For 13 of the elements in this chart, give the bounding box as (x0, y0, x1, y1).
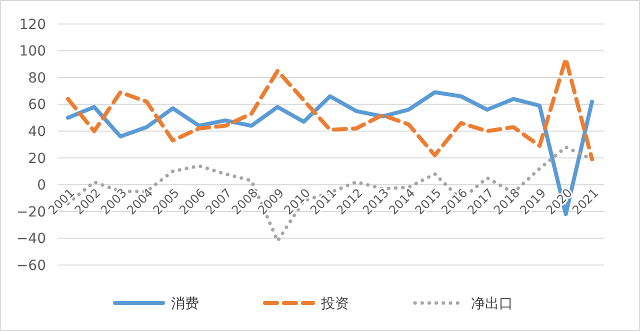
y-tick-label: 20 (28, 150, 46, 167)
y-tick-label: −60 (16, 258, 46, 274)
y-tick-label: −40 (16, 231, 46, 248)
y-tick-label: 60 (28, 97, 46, 114)
y-tick-label: 120 (19, 16, 46, 33)
legend-label: 投资 (320, 296, 349, 312)
y-tick-label: 0 (37, 178, 46, 194)
y-tick-label: 100 (19, 44, 46, 60)
y-tick-label: 80 (28, 70, 46, 86)
legend-label: 消费 (171, 296, 199, 312)
y-tick-label: 40 (28, 124, 46, 140)
legend-label: 净出口 (471, 296, 513, 312)
y-tick-label: −20 (16, 204, 46, 220)
